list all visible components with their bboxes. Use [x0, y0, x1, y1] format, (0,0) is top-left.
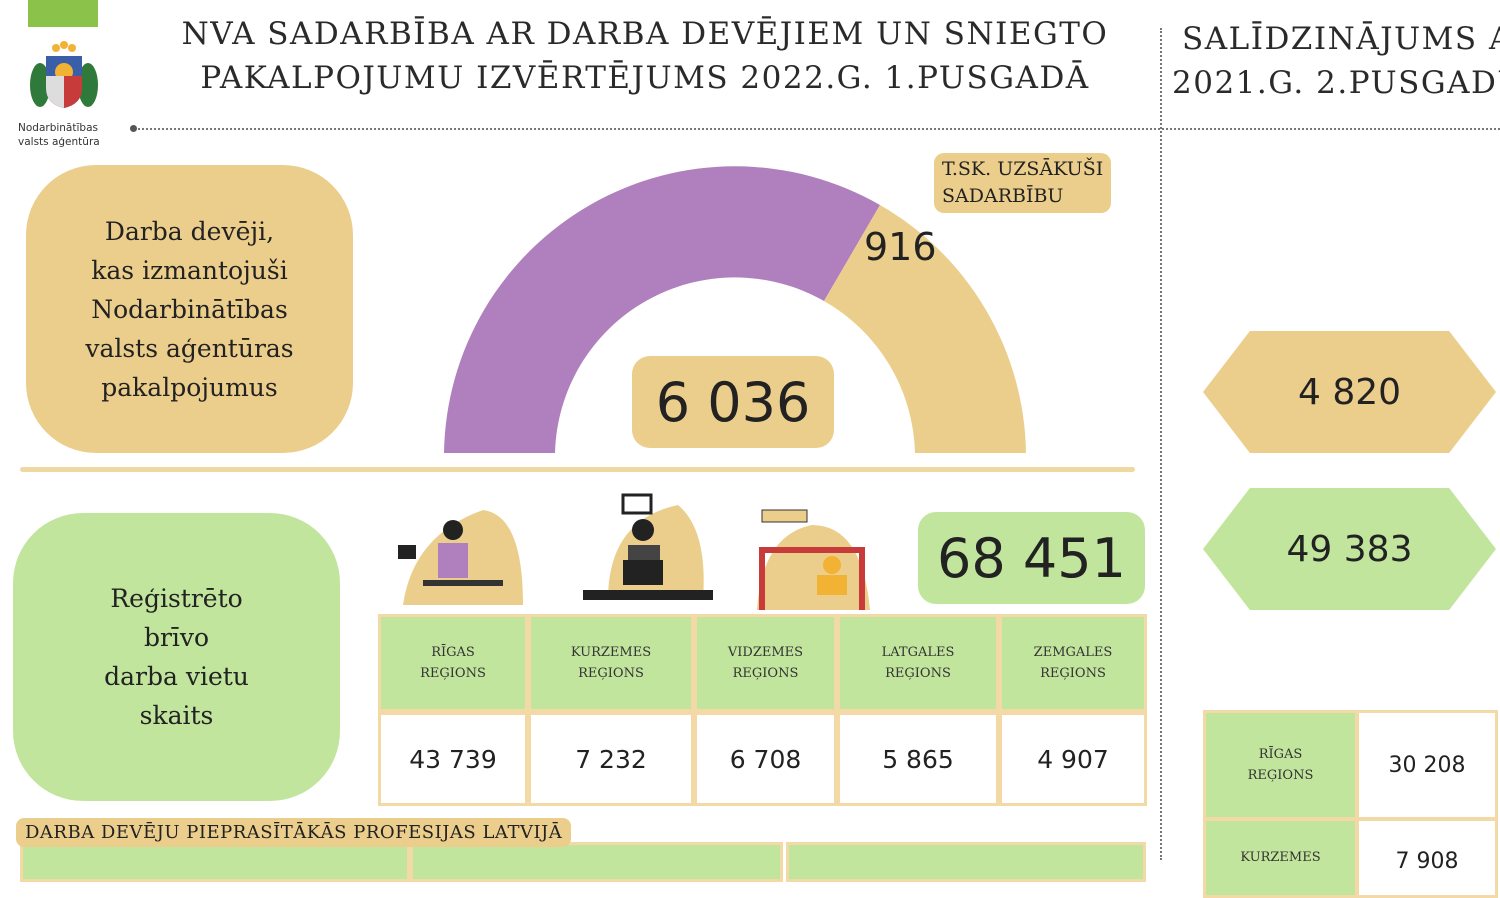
comparison-title: SALĪDZINĀJUMS AR 2021.G. 2.PUSGADU	[1172, 17, 1500, 105]
prev-region-label: RĪGAS REĢIONS	[1203, 710, 1358, 820]
label-line2: REĢIONS	[578, 666, 644, 681]
comparison-title-line2: 2021.G. 2.PUSGADU	[1172, 65, 1500, 101]
label-line1: VIDZEMES	[727, 645, 804, 660]
region-label-cell: LATGALES REĢIONS	[837, 614, 999, 712]
employers-label-line: Darba devēji,	[104, 216, 275, 246]
header-divider	[134, 128, 1500, 130]
region-label-cell: RĪGAS REĢIONS	[378, 614, 528, 712]
label-line2: REĢIONS	[732, 666, 799, 681]
employers-label-box: Darba devēji, kas izmantojuši Nodarbināt…	[26, 165, 353, 453]
region-value-cell: 4 907	[999, 712, 1147, 806]
profession-box	[410, 842, 783, 882]
office-worker-illustration	[583, 493, 713, 600]
region-value-cell: 7 232	[528, 712, 694, 806]
region-value-cell: 43 739	[378, 712, 528, 806]
profession-box	[20, 842, 410, 882]
region-value-cell: 5 865	[837, 712, 999, 806]
employers-label-line: kas izmantojuši	[91, 255, 288, 285]
divider-dot	[130, 125, 137, 132]
label-line2: REĢIONS	[1040, 666, 1106, 681]
comparison-title-line1: SALĪDZINĀJUMS AR	[1182, 21, 1500, 57]
employers-label-line: pakalpojumus	[101, 372, 278, 402]
label-line2: REĢIONS	[420, 666, 486, 681]
region-value-cell: 6 708	[694, 712, 837, 806]
employers-prev-hexagon: 4 820	[1203, 331, 1496, 453]
label-line2: REĢIONS	[1247, 768, 1314, 783]
badge-line2: SADARBĪBU	[942, 185, 1064, 207]
driver-illustration	[757, 509, 870, 610]
prev-region-label: KURZEMES	[1203, 818, 1358, 898]
prev-region-value: 7 908	[1356, 818, 1498, 898]
vacancies-label-line: darba vietu	[104, 662, 249, 691]
employers-total: 6 036	[632, 356, 834, 448]
coat-of-arms-logo	[30, 41, 98, 108]
region-label-cell: VIDZEMES REĢIONS	[694, 614, 837, 712]
page-title-line2: PAKALPOJUMU IZVĒRTĒJUMS 2022.G. 1.PUSGAD…	[200, 60, 1090, 96]
region-label-cell: ZEMGALES REĢIONS	[999, 614, 1147, 712]
region-label-cell: KURZEMES REĢIONS	[528, 614, 694, 712]
started-cooperation-badge: T.SK. UZSĀKUŠI SADARBĪBU	[934, 153, 1112, 213]
label-line1: RĪGAS	[1258, 747, 1303, 762]
vacancies-total: 68 451	[918, 512, 1145, 604]
label-line1: KURZEMES	[570, 645, 652, 660]
badge-line1: T.SK. UZSĀKUŠI	[942, 158, 1104, 180]
vacancies-label-line: brīvo	[143, 623, 210, 652]
label-line1: ZEMGALES	[1033, 645, 1113, 660]
vacancies-label-line: Reģistrēto	[110, 584, 243, 613]
column-divider	[1160, 28, 1162, 860]
employers-gauge-chart	[444, 166, 1026, 453]
org-name-line1: Nodarbinātības	[18, 122, 98, 134]
label-line1: LATGALES	[881, 645, 955, 660]
gauge-slice-other	[444, 166, 880, 453]
healthcare-worker-illustration	[398, 510, 523, 605]
professions-title: DARBA DEVĒJU PIEPRASĪTĀKĀS PROFESIJAS LA…	[16, 818, 572, 847]
started-cooperation-value: 916	[864, 225, 937, 269]
prev-region-value: 30 208	[1356, 710, 1498, 820]
wavy-divider	[20, 467, 1135, 472]
employers-label-line: Nodarbinātības	[91, 294, 288, 324]
label-line2: REĢIONS	[885, 666, 951, 681]
employers-label-line: valsts aģentūras	[85, 333, 294, 363]
org-name-line2: valsts aģentūra	[18, 136, 100, 148]
vacancies-label-line: skaits	[139, 701, 214, 730]
vacancies-label-box: Reģistrēto brīvo darba vietu skaits	[13, 513, 340, 801]
logo-green-block	[28, 0, 98, 27]
org-name: Nodarbinātības valsts aģentūra	[18, 121, 100, 149]
label-line1: RĪGAS	[431, 645, 475, 660]
label-line1: KURZEMES	[1240, 850, 1321, 865]
page-title: NVA SADARBĪBA AR DARBA DEVĒJIEM UN SNIEG…	[150, 12, 1140, 100]
gauge-slice-started-cooperation	[824, 205, 1026, 453]
profession-box	[786, 842, 1146, 882]
page-title-line1: NVA SADARBĪBA AR DARBA DEVĒJIEM UN SNIEG…	[181, 16, 1109, 52]
vacancies-prev-hexagon: 49 383	[1203, 488, 1496, 610]
